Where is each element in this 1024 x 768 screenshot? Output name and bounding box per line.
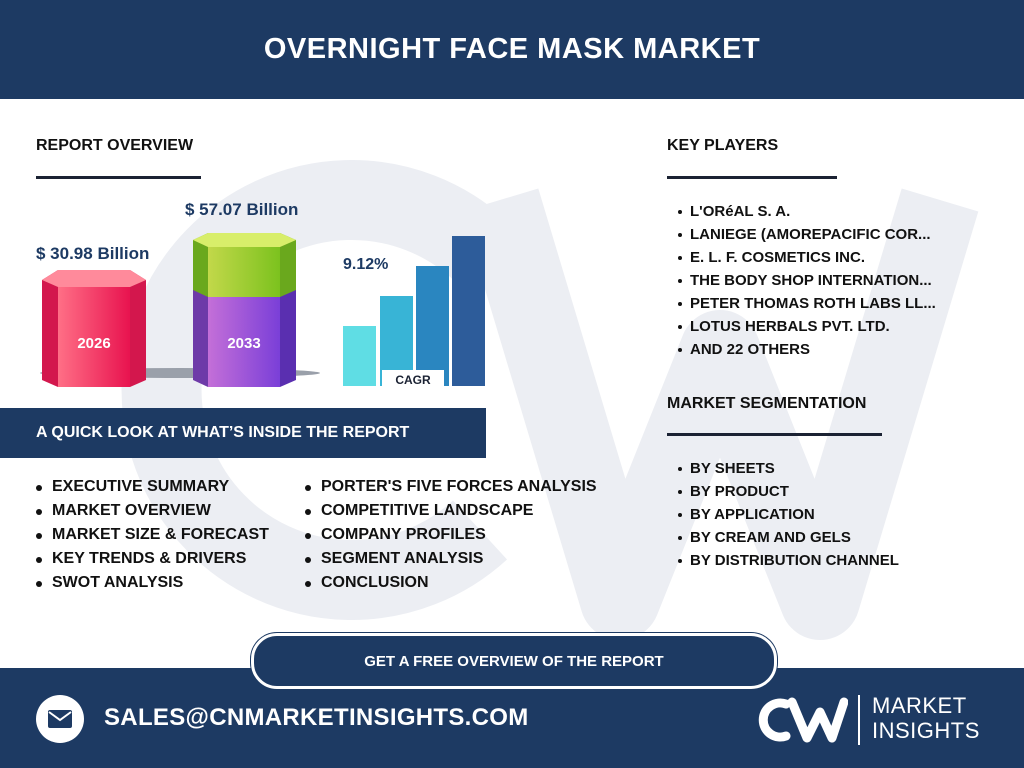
list-item: COMPETITIVE LANDSCAPE <box>305 499 597 523</box>
list-item: SWOT ANALYSIS <box>36 571 269 595</box>
list-item: E. L. F. COSMETICS INC. <box>678 246 936 269</box>
year-2026-label: 2026 <box>77 335 110 352</box>
value-2033-label: $ 57.07 Billion <box>185 200 299 219</box>
cagr-bar-1 <box>343 326 376 386</box>
list-item: BY CREAM AND GELS <box>678 526 899 549</box>
quick-look-list-left: EXECUTIVE SUMMARY MARKET OVERVIEW MARKET… <box>36 475 269 595</box>
hexagon-prisms: 2026 2033 <box>40 233 320 387</box>
list-item: BY SHEETS <box>678 457 899 480</box>
list-item: BY DISTRIBUTION CHANNEL <box>678 549 899 572</box>
cagr-value: 9.12% <box>343 256 389 273</box>
segmentation-underline <box>667 433 882 436</box>
list-item: CONCLUSION <box>305 571 597 595</box>
list-item: PORTER'S FIVE FORCES ANALYSIS <box>305 475 597 499</box>
cagr-bar-4 <box>452 236 485 386</box>
logo-line-insights: INSIGHTS <box>872 718 980 743</box>
cagr-bars: CAGR <box>343 236 485 388</box>
contact-email-link[interactable]: SALES@CNMARKETINSIGHTS.COM <box>104 704 529 731</box>
logo-wordmark: MARKET INSIGHTS <box>872 693 980 743</box>
key-players-list: L'ORéAL S. A. LANIEGE (AMOREPACIFIC COR.… <box>678 200 936 361</box>
list-item: THE BODY SHOP INTERNATION... <box>678 269 936 292</box>
segmentation-title: MARKET SEGMENTATION <box>667 395 867 412</box>
logo-line-market: MARKET <box>872 693 967 718</box>
list-item: KEY TRENDS & DRIVERS <box>36 547 269 571</box>
prism-2026 <box>42 270 146 387</box>
free-overview-button[interactable]: GET A FREE OVERVIEW OF THE REPORT <box>251 633 777 689</box>
list-item: AND 22 OTHERS <box>678 338 936 361</box>
quick-look-list-right: PORTER'S FIVE FORCES ANALYSIS COMPETITIV… <box>305 475 597 595</box>
free-overview-button-label: GET A FREE OVERVIEW OF THE REPORT <box>364 652 664 670</box>
year-2033-label: 2033 <box>227 335 260 352</box>
key-players-title: KEY PLAYERS <box>667 137 779 154</box>
email-link-icon-wrap[interactable] <box>36 695 84 743</box>
page-title: OVERNIGHT FACE MASK MARKET <box>263 33 761 65</box>
list-item: COMPANY PROFILES <box>305 523 597 547</box>
segmentation-list: BY SHEETS BY PRODUCT BY APPLICATION BY C… <box>678 457 899 572</box>
envelope-icon <box>48 710 72 728</box>
list-item: EXECUTIVE SUMMARY <box>36 475 269 499</box>
value-2026-label: $ 30.98 Billion <box>36 244 150 263</box>
quick-look-banner: A QUICK LOOK AT WHAT’S INSIDE THE REPORT <box>0 408 486 458</box>
list-item: BY PRODUCT <box>678 480 899 503</box>
report-overview-title: REPORT OVERVIEW <box>36 137 194 154</box>
list-item: MARKET OVERVIEW <box>36 499 269 523</box>
list-item: SEGMENT ANALYSIS <box>305 547 597 571</box>
report-overview-underline <box>36 176 201 179</box>
watermark-logo <box>121 160 979 640</box>
quick-look-title: A QUICK LOOK AT WHAT’S INSIDE THE REPORT <box>36 424 410 441</box>
list-item: LOTUS HERBALS PVT. LTD. <box>678 315 936 338</box>
cagr-label: CAGR <box>395 373 431 387</box>
prism-2033 <box>193 233 296 387</box>
cagr-label-box <box>382 370 444 388</box>
list-item: BY APPLICATION <box>678 503 899 526</box>
cn-logo-mark <box>758 697 848 743</box>
list-item: L'ORéAL S. A. <box>678 200 936 223</box>
cagr-bar-3 <box>416 266 449 386</box>
list-item: PETER THOMAS ROTH LABS LL... <box>678 292 936 315</box>
logo-divider <box>858 695 860 745</box>
list-item: LANIEGE (AMOREPACIFIC COR... <box>678 223 936 246</box>
header-banner: OVERNIGHT FACE MASK MARKET <box>0 0 1024 99</box>
list-item: MARKET SIZE & FORECAST <box>36 523 269 547</box>
key-players-underline <box>667 176 837 179</box>
